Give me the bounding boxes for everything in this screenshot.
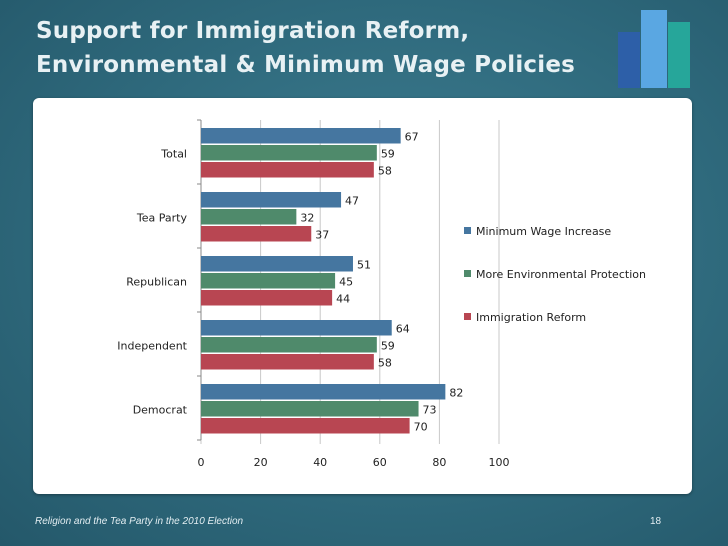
bar-republican-immigration-reform xyxy=(201,290,333,306)
bar-tea-party-minimum-wage-increase xyxy=(201,192,342,208)
data-label-democrat-more-environmental-protection: 73 xyxy=(423,404,437,417)
category-label-democrat: Democrat xyxy=(133,404,188,417)
bar-republican-more-environmental-protection xyxy=(201,273,336,289)
bar-total-minimum-wage-increase xyxy=(201,128,401,144)
bar-democrat-minimum-wage-increase xyxy=(201,384,446,400)
title-line-1: Support for Immigration Reform, xyxy=(36,18,470,44)
x-tick-60: 60 xyxy=(373,456,387,469)
data-label-democrat-minimum-wage-increase: 82 xyxy=(449,387,463,400)
category-label-republican: Republican xyxy=(126,276,187,289)
data-label-republican-more-environmental-protection: 45 xyxy=(339,276,353,289)
logo-bar-dark xyxy=(618,32,640,88)
data-label-republican-minimum-wage-increase: 51 xyxy=(357,259,371,272)
logo-bar-teal xyxy=(668,22,690,88)
data-label-independent-more-environmental-protection: 59 xyxy=(381,340,395,353)
data-label-democrat-immigration-reform: 70 xyxy=(414,421,428,434)
category-labels: Total Tea Party Republican Independent Democ… xyxy=(117,148,187,417)
data-label-republican-immigration-reform: 44 xyxy=(336,293,350,306)
bar-democrat-more-environmental-protection xyxy=(201,401,419,417)
category-label-independent: Independent xyxy=(117,340,187,353)
x-tick-100: 100 xyxy=(489,456,510,469)
legend-swatch-minimum-wage-increase xyxy=(464,227,471,234)
x-tick-0: 0 xyxy=(198,456,205,469)
title-line-2: Environmental & Minimum Wage Policies xyxy=(36,52,576,78)
bar-total-immigration-reform xyxy=(201,162,374,178)
bar-total-more-environmental-protection xyxy=(201,145,377,161)
chart-panel: 67 59 58 47 32 37 51 45 44 64 59 58 82 73 70 Total Tea … xyxy=(33,98,692,494)
legend-label-minimum-wage-increase: Minimum Wage Increase xyxy=(476,225,611,238)
x-tick-labels: 0 20 40 60 80 100 xyxy=(198,456,510,469)
bar-democrat-immigration-reform xyxy=(201,418,410,434)
bar-independent-more-environmental-protection xyxy=(201,337,377,353)
bar-independent-immigration-reform xyxy=(201,354,374,370)
legend-label-more-environmental-protection: More Environmental Protection xyxy=(476,268,646,281)
bar-republican-minimum-wage-increase xyxy=(201,256,353,272)
footer-text: Religion and the Tea Party in the 2010 E… xyxy=(35,516,244,527)
bar-logo-icon xyxy=(618,10,690,88)
bar-independent-minimum-wage-increase xyxy=(201,320,392,336)
chart-legend: Minimum Wage Increase More Environmental … xyxy=(464,225,646,324)
data-label-total-minimum-wage-increase: 67 xyxy=(405,131,419,144)
logo-bar-light xyxy=(641,10,667,88)
category-label-total: Total xyxy=(160,148,187,161)
x-tick-20: 20 xyxy=(254,456,268,469)
page-number: 18 xyxy=(650,516,662,527)
x-tick-80: 80 xyxy=(432,456,446,469)
legend-swatch-more-environmental-protection xyxy=(464,270,471,277)
data-label-tea-party-minimum-wage-increase: 47 xyxy=(345,195,359,208)
data-label-independent-immigration-reform: 58 xyxy=(378,357,392,370)
data-label-total-more-environmental-protection: 59 xyxy=(381,148,395,161)
data-label-independent-minimum-wage-increase: 64 xyxy=(396,323,410,336)
bar-tea-party-immigration-reform xyxy=(201,226,312,242)
x-tick-40: 40 xyxy=(313,456,327,469)
data-label-tea-party-immigration-reform: 37 xyxy=(315,229,329,242)
legend-swatch-immigration-reform xyxy=(464,313,471,320)
slide-title: Support for Immigration Reform, Environm… xyxy=(36,14,596,82)
bar-tea-party-more-environmental-protection xyxy=(201,209,297,225)
category-label-tea-party: Tea Party xyxy=(136,212,188,225)
legend-label-immigration-reform: Immigration Reform xyxy=(476,311,586,324)
data-label-total-immigration-reform: 58 xyxy=(378,165,392,178)
data-label-tea-party-more-environmental-protection: 32 xyxy=(300,212,314,225)
